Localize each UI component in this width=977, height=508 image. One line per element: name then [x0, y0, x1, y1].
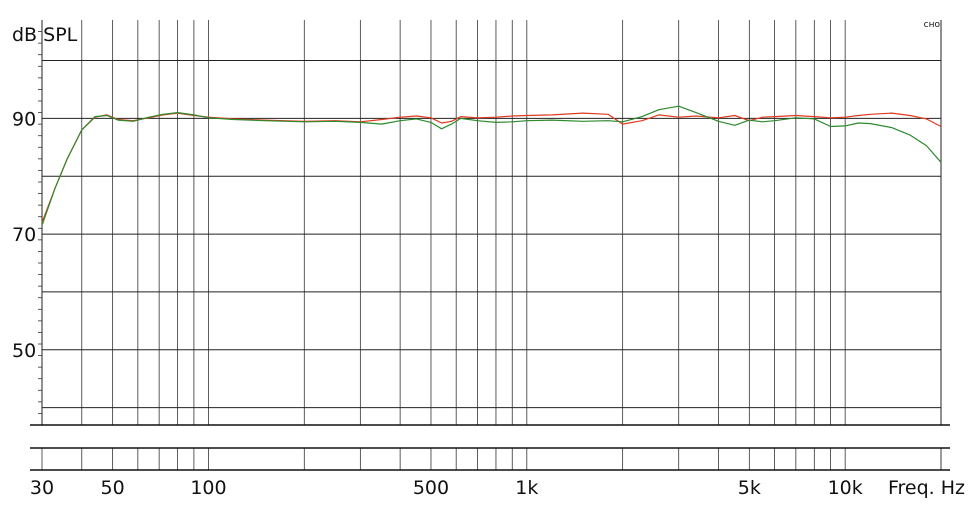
y-tick-label: 90	[12, 108, 36, 130]
x-tick-label: 100	[190, 477, 226, 499]
x-axis-label: Freq. Hz	[888, 477, 965, 499]
x-tick-label: 5k	[738, 477, 761, 499]
corner-mark: сно	[924, 20, 941, 30]
y-tick-label: 50	[12, 340, 36, 362]
x-tick-label: 50	[101, 477, 125, 499]
y-tick-label: 70	[12, 224, 36, 246]
frequency-ruler	[30, 447, 950, 471]
series-line-2	[41, 105, 942, 226]
series-layer	[41, 105, 942, 226]
x-tick-label: 10k	[828, 477, 863, 499]
x-tick-label: 1k	[515, 477, 538, 499]
grid	[30, 20, 950, 426]
y-axis-label: dB SPL	[12, 24, 78, 46]
series-line-1	[41, 112, 942, 223]
x-tick-label: 500	[413, 477, 449, 499]
x-tick-label: 30	[30, 477, 54, 499]
labels: dB SPL Freq. Hz сно 50 70 90 30 50 100 500 1k 5k…	[12, 20, 965, 499]
